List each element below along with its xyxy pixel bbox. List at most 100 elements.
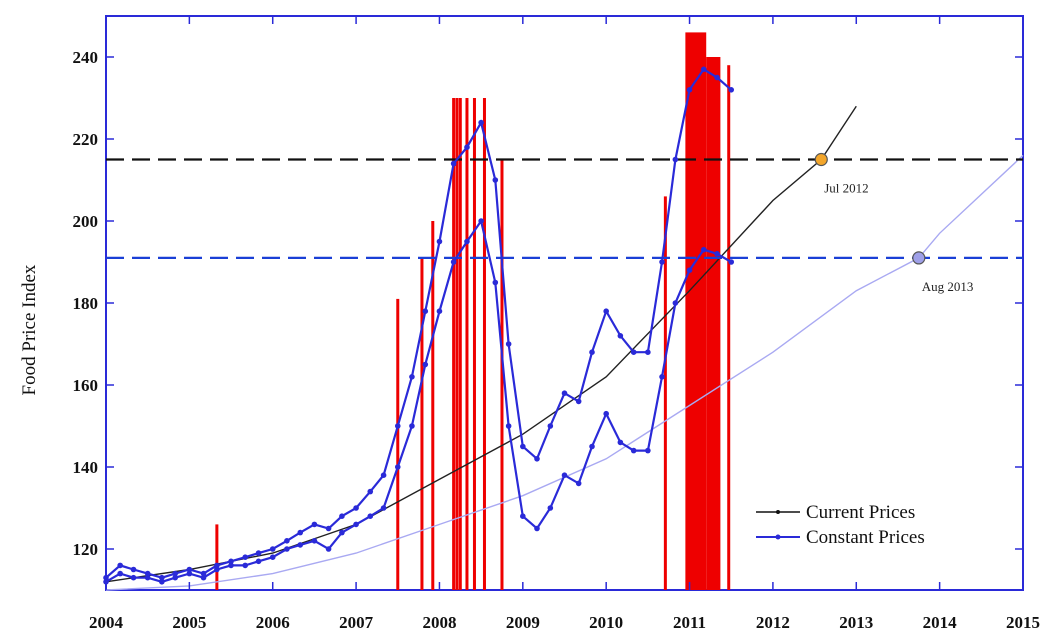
series-point [464, 238, 470, 245]
y-tick-label: 120 [73, 540, 99, 559]
red-event-bar [420, 257, 424, 590]
series-point [714, 74, 720, 81]
legend-current-marker [776, 510, 780, 514]
x-tick-label: 2007 [339, 613, 374, 632]
series-point [505, 341, 512, 347]
y-tick-label: 140 [73, 458, 99, 477]
series-point [353, 521, 359, 528]
date-marker [912, 251, 926, 265]
x-tick-label: 2004 [89, 613, 124, 632]
red-event-bar [482, 98, 486, 590]
series-point [394, 464, 401, 470]
series-point [186, 566, 193, 573]
series-point [103, 579, 109, 585]
series-point [464, 144, 470, 150]
date-marker [814, 152, 828, 167]
x-tick-label: 2015 [1006, 613, 1040, 632]
series-layer [103, 66, 735, 585]
red-bars-layer [215, 32, 731, 590]
series-point [645, 349, 651, 356]
series-point [228, 558, 234, 565]
series-point [603, 410, 609, 417]
series-point [172, 574, 178, 581]
series-point [436, 308, 443, 315]
series-point [130, 574, 137, 581]
series-point [284, 538, 290, 544]
axis-layer: 2004 2005 2006 2007 2008 2009 2010 2011 2012 2013… [73, 16, 1040, 632]
series-point [700, 66, 707, 73]
legend-constant-marker [775, 534, 781, 540]
series-point [394, 423, 401, 429]
series-point [117, 570, 123, 577]
series-point [325, 525, 332, 532]
series-point [117, 562, 123, 569]
series-point [505, 423, 512, 429]
x-tick-label: 2011 [673, 613, 706, 632]
y-tick-label: 160 [73, 376, 99, 395]
series-point [561, 390, 568, 397]
series-point [450, 259, 457, 265]
red-event-bar [500, 159, 504, 590]
series-point [547, 505, 554, 511]
series-point [617, 439, 624, 446]
series-line [105, 67, 732, 579]
series-point [200, 570, 207, 577]
series-point [630, 447, 637, 454]
red-event-bar [663, 196, 667, 590]
series-point [380, 472, 387, 479]
series-point [242, 562, 249, 569]
series-point [200, 574, 207, 581]
series-point [311, 521, 318, 528]
series-point [284, 546, 290, 552]
series-point [367, 513, 374, 519]
legend-current-label: Current Prices [806, 502, 915, 523]
x-tick-label: 2009 [506, 613, 540, 632]
series-point [700, 246, 707, 253]
y-axis-label: Food Price Index [19, 264, 40, 395]
x-tick-label: 2010 [589, 613, 623, 632]
red-event-bar [472, 98, 476, 590]
series-point [339, 513, 345, 519]
y-tick-label: 200 [73, 212, 99, 231]
series-point [617, 333, 624, 339]
red-event-span [706, 57, 721, 590]
red-event-span [685, 32, 707, 590]
series-point [325, 546, 332, 552]
series-point [589, 443, 595, 450]
red-event-bar [396, 298, 400, 590]
series-point [436, 238, 443, 245]
series-point [214, 566, 220, 573]
series-point [492, 279, 499, 286]
series-point [492, 177, 499, 183]
series-point [255, 550, 262, 556]
series-point [520, 443, 526, 450]
series-point [547, 423, 554, 429]
series-point [214, 562, 220, 569]
x-tick-label: 2012 [756, 613, 790, 632]
marker-layer: Jul 2012 Aug 2013 [814, 152, 974, 294]
series-point [714, 251, 720, 257]
series-point [534, 525, 540, 532]
x-tick-label: 2008 [422, 613, 456, 632]
legend: Current Prices Constant Prices [756, 502, 925, 548]
series-point [103, 574, 109, 581]
red-event-bar [431, 221, 435, 590]
red-event-bar [215, 524, 219, 590]
series-point [659, 259, 665, 265]
series-point [561, 472, 568, 479]
series-point [311, 538, 318, 544]
series-point [672, 300, 679, 306]
series-point [575, 480, 582, 487]
series-point [380, 505, 387, 511]
date-marker-label: Aug 2013 [922, 279, 974, 294]
x-tick-label: 2014 [923, 613, 958, 632]
y-tick-label: 240 [73, 48, 99, 67]
series-point [297, 529, 304, 536]
y-tick-label: 220 [73, 130, 99, 149]
series-point [575, 398, 582, 405]
series-point [130, 566, 137, 573]
legend-constant-label: Constant Prices [806, 527, 925, 548]
series-point [686, 87, 693, 93]
series-point [686, 267, 693, 274]
